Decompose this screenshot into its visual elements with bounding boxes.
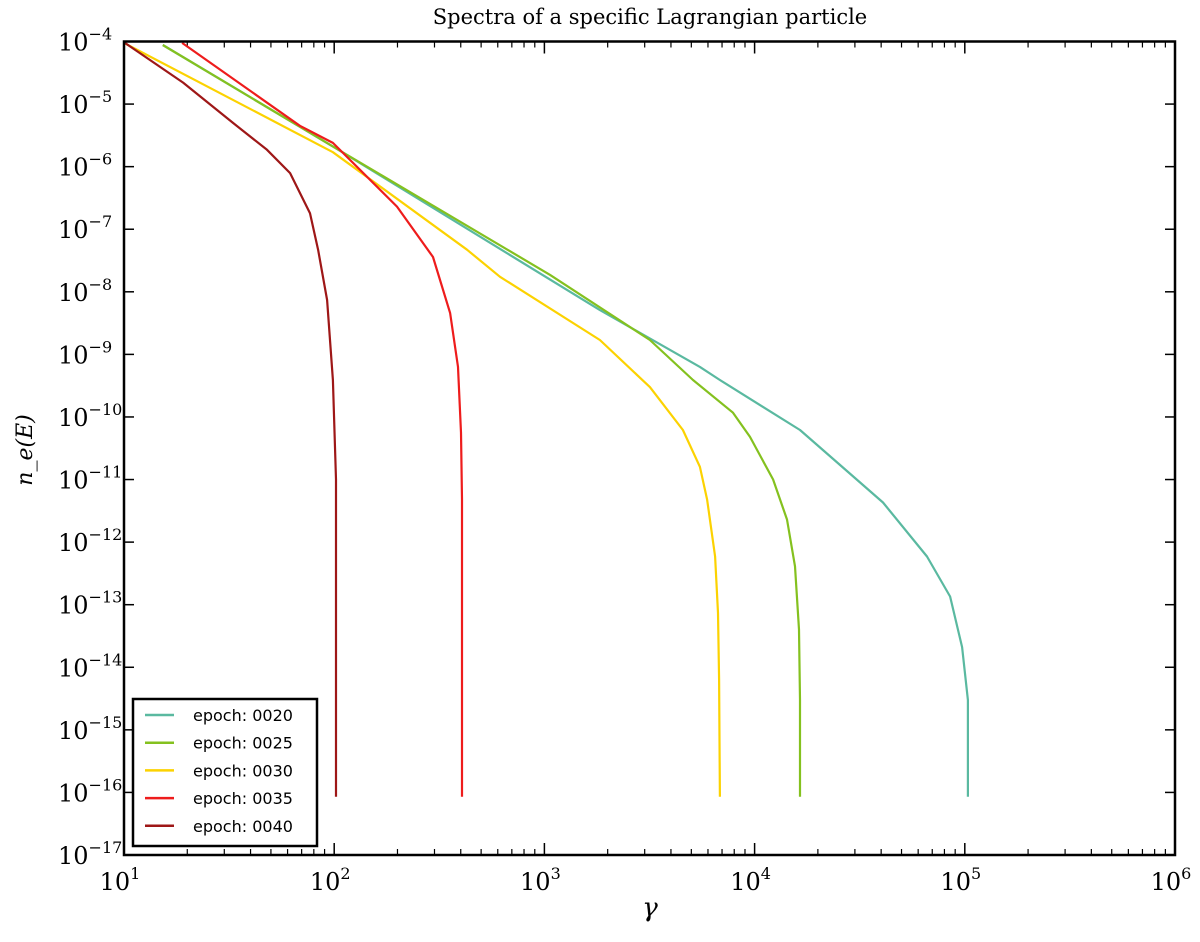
y-tick-label: 10−12: [58, 525, 122, 557]
legend-item: epoch: 0040: [145, 817, 293, 836]
legend-box: [131, 697, 319, 848]
y-tick-label: 10−7: [58, 212, 112, 244]
series-line-epoch-0035: [181, 42, 464, 797]
x-tick-label: 101: [100, 864, 141, 896]
x-tick-label: 105: [940, 864, 981, 896]
x-tick-label: 102: [310, 864, 351, 896]
legend-item: epoch: 0025: [145, 734, 293, 753]
plot-lines: [124, 41, 969, 797]
plot-frame: [122, 40, 1177, 857]
legend-item: epoch: 0020: [145, 706, 293, 725]
legend-label: epoch: 0030: [193, 761, 293, 780]
series-line-epoch-0040: [124, 41, 338, 797]
y-tick-label: 10−8: [58, 275, 112, 307]
y-tick-label: 10−5: [58, 87, 112, 119]
y-tick-label: 10−11: [58, 463, 122, 495]
legend-item: epoch: 0030: [145, 761, 293, 780]
y-tick-label: 10−15: [58, 713, 122, 745]
chart-title: Spectra of a specific Lagrangian particl…: [433, 5, 867, 29]
y-tick-label: 10−17: [58, 838, 122, 870]
x-tick-label: 103: [520, 864, 561, 896]
x-axis-label: γ: [642, 893, 658, 923]
series-line-epoch-0030: [124, 41, 721, 797]
legend-label: epoch: 0035: [193, 789, 293, 808]
y-tick-label: 10−14: [58, 650, 122, 682]
y-axis-label: n_e(E): [13, 414, 38, 485]
x-tick-label: 106: [1151, 864, 1192, 896]
y-tick-label: 10−16: [58, 775, 122, 807]
y-tick-label: 10−13: [58, 588, 122, 620]
legend-label: epoch: 0020: [193, 706, 293, 725]
series-line-epoch-0025: [162, 44, 802, 797]
legend-label: epoch: 0025: [193, 734, 293, 753]
y-tick-label: 10−10: [58, 400, 122, 432]
series-line-epoch-0020: [162, 44, 969, 797]
legend-item: epoch: 0035: [145, 789, 293, 808]
legend: epoch: 0020 epoch: 0025 epoch: 0030 epoch: …: [131, 697, 319, 848]
x-tick-label: 104: [730, 864, 771, 896]
y-tick-label: 10−9: [58, 337, 112, 369]
legend-label: epoch: 0040: [193, 817, 293, 836]
y-tick-label: 10−6: [58, 150, 112, 182]
y-tick-label: 10−4: [58, 25, 112, 57]
